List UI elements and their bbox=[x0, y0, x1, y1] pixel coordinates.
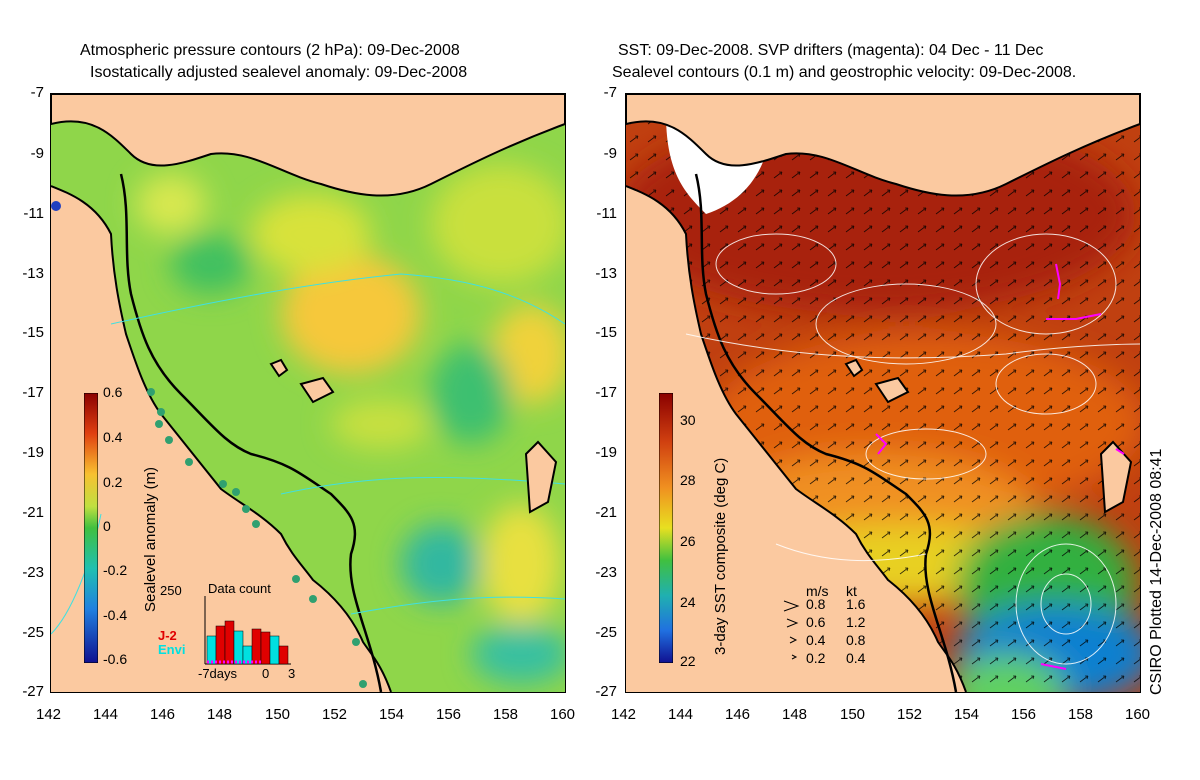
right-ytick: -15 bbox=[595, 324, 617, 341]
right-ytick: -9 bbox=[603, 145, 617, 162]
left-xtick: 156 bbox=[436, 706, 462, 723]
left-xtick: 146 bbox=[150, 706, 176, 723]
velocity-legend-arrows bbox=[783, 600, 800, 660]
left-xtick: 158 bbox=[493, 706, 519, 723]
right-xtick: 146 bbox=[725, 706, 751, 723]
sst-map-svg bbox=[626, 94, 1140, 692]
sst-tick-28: 28 bbox=[680, 472, 696, 488]
sealevel-colorbar bbox=[84, 393, 98, 663]
velocity-row-4-kt: 0.4 bbox=[846, 650, 866, 666]
velocity-unit-ms: m/s bbox=[806, 583, 829, 599]
left-xtick: 144 bbox=[93, 706, 119, 723]
sst-tick-30: 30 bbox=[680, 412, 696, 428]
credit-text: CSIRO Plotted 14-Dec-2008 08:41 bbox=[1148, 448, 1165, 695]
sst-colorbar-label: 3-day SST composite (deg C) bbox=[712, 457, 729, 655]
velocity-row-2-ms: 0.6 bbox=[806, 614, 826, 630]
right-xtick: 154 bbox=[954, 706, 980, 723]
velocity-row-2-kt: 1.2 bbox=[846, 614, 866, 630]
right-title-line1: SST: 09-Dec-2008. SVP drifters (magenta)… bbox=[618, 42, 1044, 59]
sst-map bbox=[625, 93, 1141, 693]
left-xtick: 154 bbox=[379, 706, 405, 723]
sealevel-map-svg bbox=[51, 94, 565, 692]
left-ytick: -17 bbox=[22, 384, 44, 401]
right-ytick: -17 bbox=[595, 384, 617, 401]
left-ytick: -9 bbox=[30, 145, 44, 162]
right-ytick: -13 bbox=[595, 265, 617, 282]
inset-ymax: 250 bbox=[160, 583, 182, 598]
sst-tick-26: 26 bbox=[680, 533, 696, 549]
velocity-row-1-kt: 1.6 bbox=[846, 596, 866, 612]
left-xtick: 152 bbox=[322, 706, 348, 723]
left-ytick: -23 bbox=[22, 564, 44, 581]
velocity-row-1-ms: 0.8 bbox=[806, 596, 826, 612]
right-xtick: 160 bbox=[1125, 706, 1151, 723]
sealevel-tick-5: -0.4 bbox=[103, 607, 128, 623]
left-ytick: -25 bbox=[22, 624, 44, 641]
right-ytick: -25 bbox=[595, 624, 617, 641]
right-xtick: 158 bbox=[1068, 706, 1094, 723]
velocity-unit-kt: kt bbox=[846, 583, 857, 599]
left-ytick: -13 bbox=[22, 265, 44, 282]
data-count-histogram bbox=[204, 596, 291, 665]
inset-title: Data count bbox=[208, 581, 271, 596]
left-ytick: -21 bbox=[22, 504, 44, 521]
right-ytick: -21 bbox=[595, 504, 617, 521]
sealevel-tick-0: 0.6 bbox=[103, 384, 123, 400]
inset-xlabel-zero: 0 bbox=[262, 666, 270, 681]
right-xtick: 148 bbox=[782, 706, 808, 723]
sealevel-tick-2: 0.2 bbox=[103, 474, 123, 490]
sst-colorbar bbox=[659, 393, 673, 663]
right-xtick: 150 bbox=[840, 706, 866, 723]
left-ytick: -7 bbox=[30, 84, 44, 101]
right-ytick: -7 bbox=[603, 84, 617, 101]
left-ytick: -11 bbox=[23, 205, 44, 222]
right-ytick: -19 bbox=[595, 444, 617, 461]
sst-tick-22: 22 bbox=[680, 653, 696, 669]
right-ytick: -27 bbox=[595, 683, 617, 700]
left-xtick: 150 bbox=[265, 706, 291, 723]
left-ytick: -15 bbox=[22, 324, 44, 341]
inset-xlabel-end: 3 bbox=[288, 666, 296, 681]
sealevel-anomaly-map bbox=[50, 93, 566, 693]
left-title-line1: Atmospheric pressure contours (2 hPa): 0… bbox=[80, 42, 460, 59]
left-ytick: -27 bbox=[22, 683, 44, 700]
right-xtick: 156 bbox=[1011, 706, 1037, 723]
left-xtick: 148 bbox=[207, 706, 233, 723]
sealevel-tick-6: -0.6 bbox=[103, 651, 128, 667]
sealevel-tick-1: 0.4 bbox=[103, 429, 123, 445]
velocity-row-4-ms: 0.2 bbox=[806, 650, 826, 666]
inset-xlabel-start: -7days bbox=[198, 666, 238, 681]
sst-tick-24: 24 bbox=[680, 594, 696, 610]
inset-series-envi: Envi bbox=[158, 642, 186, 657]
left-title-line2: Isostatically adjusted sealevel anomaly:… bbox=[90, 64, 468, 81]
right-ytick: -11 bbox=[596, 205, 617, 222]
sealevel-colorbar-label: Sealevel anomaly (m) bbox=[142, 466, 159, 612]
left-xtick: 160 bbox=[550, 706, 576, 723]
velocity-row-3-ms: 0.4 bbox=[806, 632, 826, 648]
sealevel-tick-3: 0 bbox=[103, 518, 111, 534]
velocity-row-3-kt: 0.8 bbox=[846, 632, 866, 648]
sealevel-tick-4: -0.2 bbox=[103, 562, 128, 578]
right-xtick: 142 bbox=[611, 706, 637, 723]
right-xtick: 144 bbox=[668, 706, 694, 723]
right-title-line2: Sealevel contours (0.1 m) and geostrophi… bbox=[612, 64, 1077, 81]
inset-series-j2: J-2 bbox=[158, 628, 177, 643]
left-ytick: -19 bbox=[22, 444, 44, 461]
right-ytick: -23 bbox=[595, 564, 617, 581]
left-xtick: 142 bbox=[36, 706, 62, 723]
right-xtick: 152 bbox=[897, 706, 923, 723]
